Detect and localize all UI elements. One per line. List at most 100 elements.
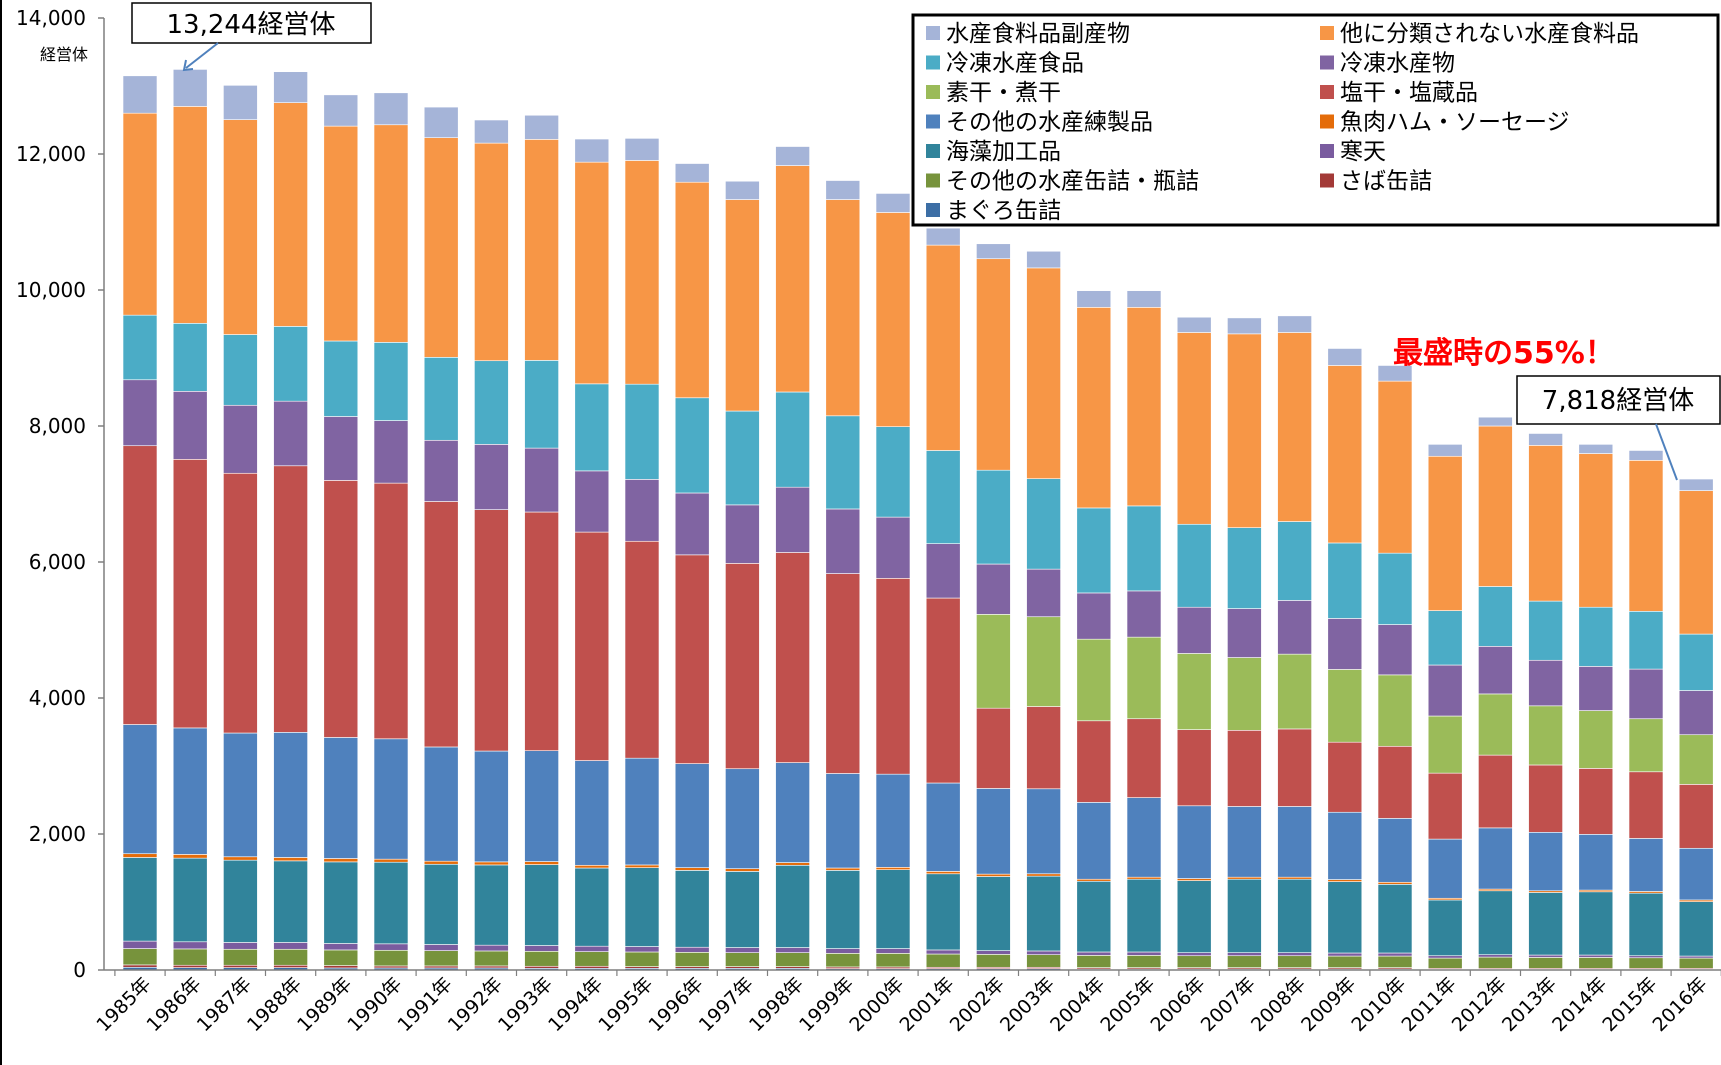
bar-segment: [1026, 875, 1061, 952]
bar-segment: [1427, 955, 1463, 959]
bar-segment: [1377, 365, 1413, 382]
bar-segment: [976, 788, 1011, 875]
bar-segment: [1227, 806, 1262, 878]
bar-segment: [273, 326, 308, 402]
bar-segment: [925, 949, 961, 955]
x-tick-label: 1998年: [745, 973, 808, 1036]
bar-segment: [423, 357, 459, 441]
latest-callout-text: 7,818経営体: [1542, 386, 1694, 416]
bar-segment: [122, 948, 158, 966]
bar-segment: [1628, 460, 1664, 612]
bar-segment: [1528, 831, 1563, 892]
bar-segment: [373, 738, 409, 860]
bar-segment: [1427, 838, 1463, 899]
bar-segment: [1578, 453, 1614, 608]
x-tick-label: 2011年: [1398, 973, 1461, 1036]
bar-segment: [1578, 954, 1614, 958]
bar-segment: [1176, 805, 1212, 879]
bar-segment: [524, 945, 559, 952]
bar-segment: [524, 861, 559, 865]
bar-segment: [1026, 616, 1061, 707]
bar-segment: [825, 199, 861, 417]
bar-segment: [1176, 316, 1212, 333]
bar-segment: [1628, 955, 1664, 959]
bar-segment: [474, 965, 509, 969]
bar-segment: [1277, 952, 1312, 957]
bar-segment: [1377, 624, 1413, 676]
bar-segment: [725, 868, 760, 872]
bar-segment: [1678, 901, 1714, 957]
bar-segment: [1026, 788, 1061, 875]
bar-segment: [1176, 878, 1212, 881]
bar-segment: [1126, 290, 1162, 308]
x-tick-label: 1985年: [92, 973, 155, 1036]
bar-segment: [1327, 811, 1363, 880]
bar-segment: [524, 360, 559, 449]
bar-segment: [624, 946, 660, 953]
legend-swatch: [1320, 114, 1334, 129]
bar-segment: [976, 563, 1011, 615]
legend-label: 他に分類されない水産食料品: [1340, 21, 1639, 47]
bar-segment: [1377, 674, 1413, 747]
bar-segment: [775, 146, 810, 166]
bar-segment: [624, 540, 660, 759]
bar-segment: [323, 480, 359, 738]
bar-segment: [1377, 380, 1413, 554]
bar-segment: [273, 71, 308, 103]
bar-segment: [875, 516, 911, 579]
bar-segment: [1076, 802, 1112, 880]
bar-segment: [624, 479, 660, 542]
bar-segment: [474, 950, 509, 967]
bar-segment: [1176, 523, 1212, 608]
bar-segment: [1377, 884, 1413, 954]
bar-segment: [624, 864, 660, 868]
bar-segment: [624, 160, 660, 385]
bar-segment: [323, 861, 359, 944]
bar-segment: [1578, 666, 1614, 711]
x-tick-label: 1992年: [444, 973, 507, 1036]
bar-segment: [1227, 333, 1262, 528]
bar-segment: [1528, 600, 1563, 661]
bar-segment: [1327, 952, 1363, 957]
x-tick-label: 1999年: [795, 973, 858, 1036]
bar-segment: [323, 858, 359, 863]
x-tick-label: 1988年: [243, 973, 306, 1036]
bar-segment: [574, 138, 610, 163]
bar-segment: [1628, 892, 1664, 957]
bar-segment: [1377, 952, 1413, 957]
bar-segment: [1678, 784, 1714, 849]
bar-segment: [223, 859, 258, 943]
bar-segment: [122, 75, 158, 114]
bar-segment: [1478, 827, 1513, 890]
x-tick-label: 2009年: [1297, 973, 1360, 1036]
bar-segment: [925, 244, 961, 451]
bar-segment: [172, 948, 208, 966]
bar-segment: [574, 760, 610, 866]
bar-segment: [323, 943, 359, 951]
bar-segment: [1327, 955, 1363, 968]
bar-segment: [1227, 527, 1262, 609]
bar-segment: [1277, 315, 1312, 333]
bar-segment: [323, 949, 359, 966]
bar-segment: [323, 737, 359, 859]
bar-segment: [624, 757, 660, 866]
x-tick-label: 2004年: [1046, 973, 1109, 1036]
bar-segment: [1578, 834, 1614, 891]
bar-segment: [524, 139, 559, 361]
bar-segment: [1327, 881, 1363, 954]
bar-segment: [925, 873, 961, 951]
bar-segment: [373, 420, 409, 484]
bar-segment: [524, 864, 559, 946]
bars-group: [122, 69, 1714, 971]
bar-segment: [1176, 332, 1212, 525]
latest-callout: 7,818経営体: [1516, 375, 1721, 481]
bar-segment: [1227, 876, 1262, 880]
bar-segment: [1026, 873, 1061, 877]
bar-segment: [1678, 734, 1714, 785]
bar-segment: [1076, 720, 1112, 803]
bar-segment: [1427, 664, 1463, 717]
bar-segment: [273, 102, 308, 327]
bar-segment: [1528, 433, 1563, 446]
bar-segment: [1026, 250, 1061, 269]
legend-swatch: [926, 144, 940, 158]
